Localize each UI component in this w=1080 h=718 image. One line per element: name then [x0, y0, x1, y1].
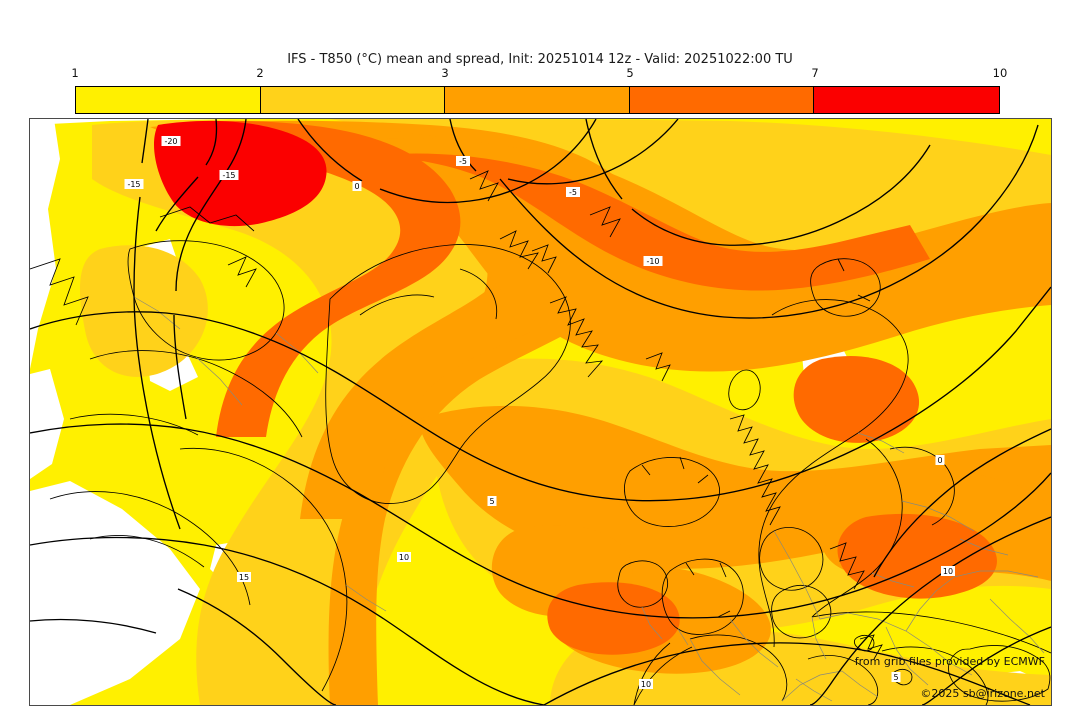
contour-label: 10 — [641, 680, 651, 689]
contour-label: 15 — [239, 573, 249, 582]
credit-copyright: ©2025 sb@irizone.net — [920, 687, 1045, 700]
contour-label: 5 — [893, 673, 898, 682]
contour-label-bg — [643, 256, 663, 266]
contour-label: 0 — [937, 456, 942, 465]
colorbar-segment-1 — [76, 87, 261, 113]
contour-label: 0 — [354, 182, 359, 191]
colorbar-tick-7: 7 — [811, 66, 819, 80]
colorbar-gradient — [75, 86, 1000, 114]
contour-label-bg — [456, 156, 470, 166]
colorbar-tick-5: 5 — [626, 66, 634, 80]
contour-label: 5 — [489, 497, 494, 506]
contour-label-bg — [219, 170, 239, 180]
colorbar-segment-2 — [260, 87, 446, 113]
contour-label-bg — [397, 552, 411, 562]
colorbar-tick-2: 2 — [256, 66, 264, 80]
page-title: IFS - T850 (°C) mean and spread, Init: 2… — [287, 52, 793, 67]
contour-label: -5 — [569, 188, 577, 197]
spread-fill-level-5 — [153, 120, 327, 227]
contour-label-bg — [352, 181, 362, 191]
colorbar-tick-labels: 1 2 3 5 7 10 — [71, 66, 1007, 84]
isotherm-contours — [30, 119, 1051, 705]
map-frame[interactable]: -20 -15 -15 0 -5 -5 -10 5 10 15 10 0 10 5 from grib f… — [29, 118, 1052, 706]
contour-label: -20 — [164, 137, 177, 146]
contour-label: 10 — [943, 567, 953, 576]
contour-label-bg — [487, 496, 497, 506]
contour-label-group: -20 -15 -15 0 -5 -5 -10 5 10 15 10 0 10 5 — [124, 136, 955, 689]
colorbar-segment-5 — [814, 87, 999, 113]
contour-label: -15 — [222, 171, 235, 180]
contour-label-bg — [891, 672, 901, 682]
map-canvas[interactable]: -20 -15 -15 0 -5 -5 -10 5 10 15 10 0 10 5 — [30, 119, 1051, 705]
contour-label-bg — [124, 179, 144, 189]
colorbar-tick-10: 10 — [992, 66, 1008, 80]
colorbar-tick-3: 3 — [441, 66, 449, 80]
spread-fill-level-4 — [158, 120, 997, 655]
contour-label: 10 — [399, 553, 409, 562]
credit-ecmwf: from grib files provided by ECMWF — [854, 655, 1045, 668]
contour-label-bg — [237, 572, 251, 582]
contour-label: -15 — [127, 180, 140, 189]
contour-label-bg — [941, 566, 955, 576]
colorbar: 1 2 3 5 7 10 — [71, 66, 1007, 114]
colorbar-tick-1: 1 — [71, 66, 79, 80]
contour-label: -5 — [459, 157, 467, 166]
contour-label-bg — [566, 187, 580, 197]
contour-label-bg — [639, 679, 653, 689]
contour-label-bg — [161, 136, 181, 146]
colorbar-segment-4 — [629, 87, 815, 113]
contour-label-bg — [935, 455, 945, 465]
colorbar-segment-3 — [445, 87, 630, 113]
contour-label: -10 — [646, 257, 659, 266]
